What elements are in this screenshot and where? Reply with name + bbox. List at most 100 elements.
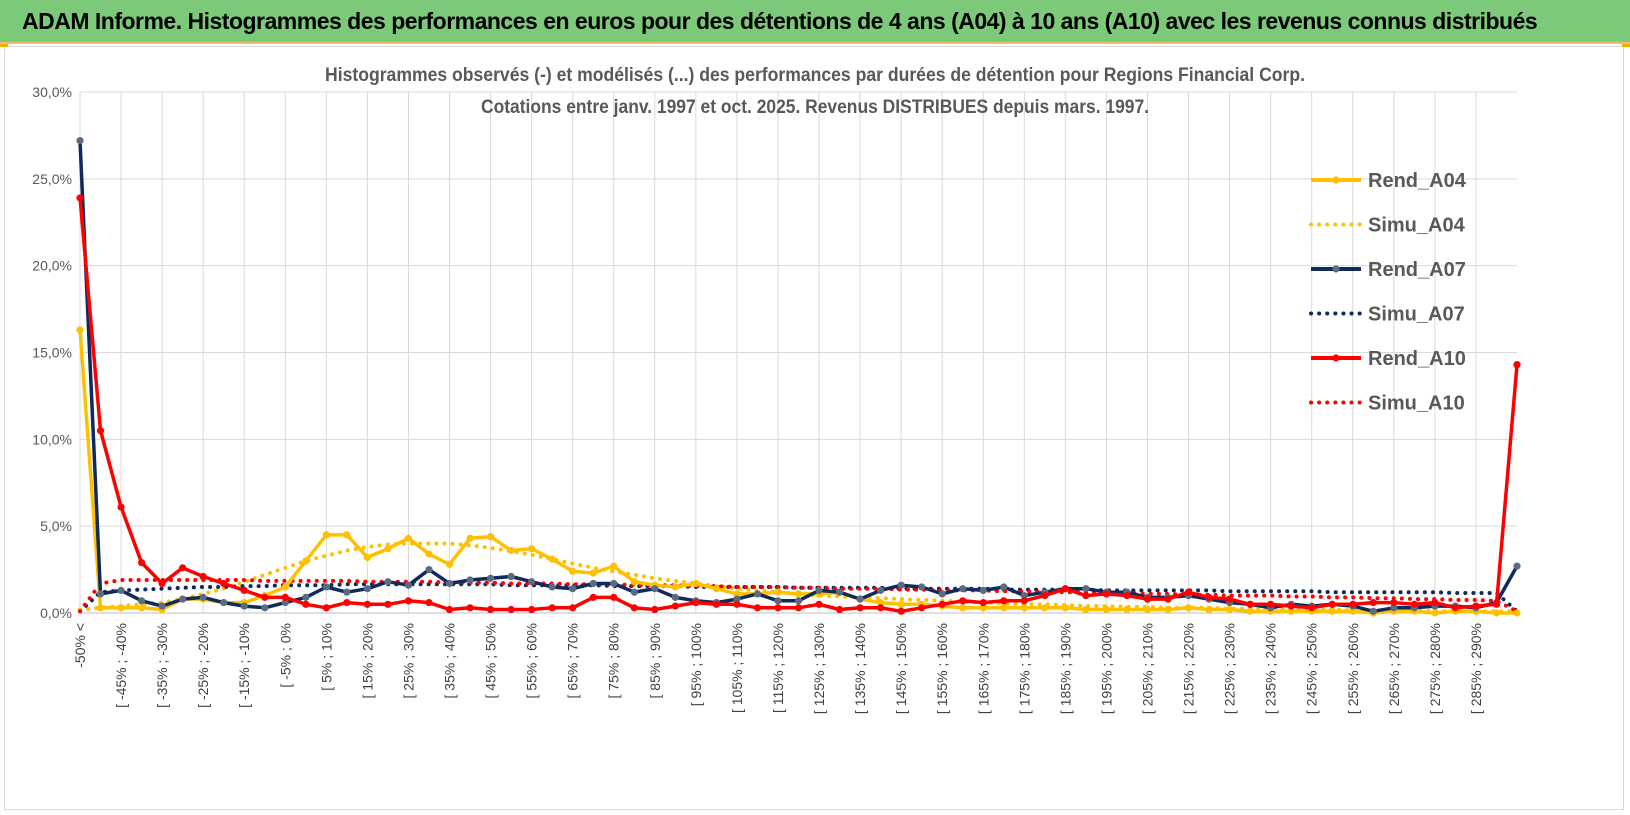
data-point [1287,602,1295,610]
histogram-chart: 0,0% 5,0% 10,0% 15,0% 20,0% 25,0% 30,0% -50% <… [32,65,1521,714]
legend-item-rend-a10: Rend_A10 [1311,348,1466,370]
data-point [486,574,495,582]
x-tick-label: [ 185% ; 190% [1057,623,1073,714]
x-tick-label: [ -45% ; -40% [113,623,129,708]
data-point [671,593,679,601]
data-point [918,604,926,612]
x-tick-label: [ 165% ; 170% [975,623,991,714]
data-point [1123,605,1131,614]
x-tick-label: -50% < [72,623,88,668]
x-tick-label: [ 5% ; 10% [318,623,334,691]
data-point [384,545,392,553]
x-tick-label: [ -5% ; 0% [277,623,293,688]
x-tick-label: [ 125% ; 130% [811,623,827,714]
data-point [425,550,433,558]
legend-marker [1332,265,1340,273]
data-point [117,586,125,595]
y-axis-ticks: 0,0% 5,0% 10,0% 15,0% 20,0% 25,0% 30,0% [32,84,72,621]
data-point [548,555,556,563]
data-point [404,534,413,542]
x-tick-label: [ 205% ; 210% [1139,623,1155,714]
data-point [630,578,638,586]
data-point [1513,562,1521,570]
y-tick-label: 20,0% [32,258,72,274]
x-tick-label: [ 275% ; 280% [1427,623,1443,714]
data-point [651,585,659,593]
data-point [363,553,371,562]
data-point [384,578,392,586]
data-point [384,600,392,608]
chart-title: Histogrammes observés (-) et modélisés (… [325,65,1305,86]
data-point [1308,604,1316,612]
data-point [897,600,905,608]
data-point [261,604,269,612]
data-point [76,194,84,202]
data-point [1349,600,1357,608]
data-point [96,590,105,598]
series-line [78,582,1519,614]
data-point [1513,609,1521,617]
x-axis-ticks: -50% < [ -45% ; -40% [ -35% ; -30% [ -25% ;… [72,623,1484,714]
data-point [938,600,946,608]
data-point [179,564,187,572]
data-point [220,598,228,607]
data-point [486,605,495,614]
legend-item-simu-a07: Simu_A07 [1309,304,1465,326]
data-point [445,579,454,588]
x-tick-label: [ 155% ; 160% [934,623,950,714]
data-point [712,600,720,608]
data-point [1369,598,1377,607]
data-point [548,604,556,612]
data-point [1123,592,1131,600]
data-point [856,604,864,612]
data-point [712,585,720,593]
data-point [651,605,659,614]
data-point [1082,585,1090,593]
y-tick-label: 30,0% [32,84,72,100]
data-point [1451,604,1460,612]
data-point [445,605,454,614]
x-tick-label: [ 145% ; 150% [893,623,909,714]
data-point [343,531,351,539]
chart-area: 0,0% 5,0% 10,0% 15,0% 20,0% 25,0% 30,0% -50% <… [4,46,1624,810]
data-point [281,598,289,607]
data-point [589,593,597,601]
data-point [1226,605,1234,614]
data-point [569,585,577,593]
x-tick-label: [ 45% ; 50% [483,623,499,699]
data-point [261,593,269,601]
data-point [1041,592,1049,600]
data-point [1246,600,1254,608]
data-point [1102,605,1111,614]
data-point [1205,593,1213,601]
data-point [96,604,105,612]
data-point [1205,605,1213,614]
x-tick-label: [ 235% ; 240% [1263,623,1279,714]
data-point [76,326,84,334]
data-point [589,579,597,588]
x-tick-label: [ 105% ; 110% [729,623,745,713]
data-point [979,586,987,595]
data-point [528,545,536,553]
data-point [528,605,536,614]
data-point [199,572,207,581]
data-point [117,503,125,511]
data-point [445,560,454,568]
data-point [1226,595,1234,603]
data-point [753,604,762,612]
legend-label: Simu_A04 [1368,215,1466,237]
data-point [1328,607,1336,615]
data-point [240,602,248,610]
data-point [343,598,351,607]
x-tick-label: [ 115% ; 120% [770,623,786,713]
series-rend-a04 [76,326,1521,617]
x-tick-label: [ 85% ; 90% [647,623,663,699]
data-point [835,605,844,614]
data-point [1431,609,1439,617]
legend-item-rend-a07: Rend_A07 [1311,259,1466,281]
data-point [1082,605,1090,614]
series-rend-a10 [76,194,1521,615]
data-point [199,593,207,601]
data-point [302,557,310,565]
data-point [1369,607,1377,615]
